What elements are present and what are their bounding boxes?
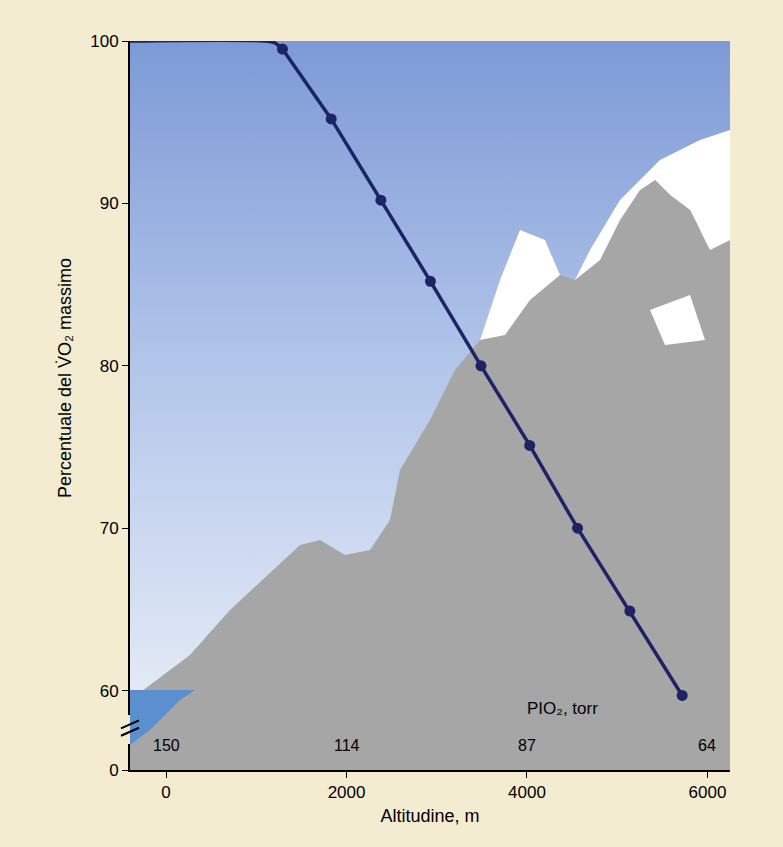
svg-text:100: 100 xyxy=(90,32,118,51)
svg-text:64: 64 xyxy=(698,737,716,754)
svg-text:2000: 2000 xyxy=(328,783,366,802)
svg-text:PIO₂, torr: PIO₂, torr xyxy=(527,699,598,718)
svg-text:60: 60 xyxy=(100,682,119,701)
svg-text:0: 0 xyxy=(161,783,170,802)
svg-text:80: 80 xyxy=(100,357,119,376)
svg-text:4000: 4000 xyxy=(508,783,546,802)
svg-text:114: 114 xyxy=(334,737,360,754)
svg-text:87: 87 xyxy=(518,737,536,754)
svg-text:Altitudine, m: Altitudine, m xyxy=(380,806,479,826)
svg-text:6000: 6000 xyxy=(689,783,727,802)
svg-text:70: 70 xyxy=(100,519,119,538)
svg-text:150: 150 xyxy=(153,737,180,754)
svg-text:90: 90 xyxy=(100,194,119,213)
svg-text:0: 0 xyxy=(109,761,118,780)
svg-text:Percentuale del V̇O₂ massimo: Percentuale del V̇O₂ massimo xyxy=(55,258,75,498)
